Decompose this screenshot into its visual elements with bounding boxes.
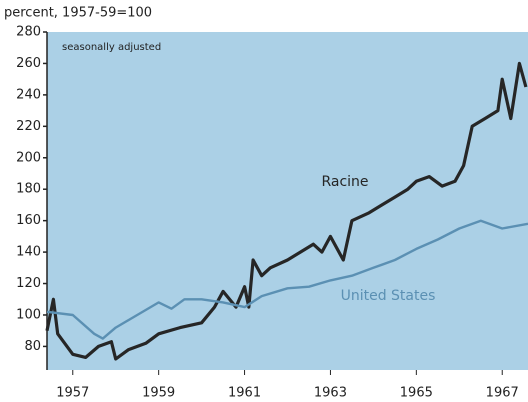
y-tick-label: 140 xyxy=(16,245,41,260)
y-tick-label: 180 xyxy=(16,182,41,197)
y-tick-label: 160 xyxy=(16,213,41,228)
y-tick-label: 240 xyxy=(16,87,41,102)
series-line xyxy=(45,61,528,361)
y-tick-label: 260 xyxy=(16,56,41,71)
x-tick-label: 1957 xyxy=(56,386,89,401)
x-tick-label: 1963 xyxy=(314,386,347,401)
x-tick-label: 1961 xyxy=(228,386,261,401)
y-tick-label: 100 xyxy=(16,307,41,322)
y-tick-label: 220 xyxy=(16,119,41,134)
plot-area xyxy=(47,32,528,370)
x-tick-label: 1959 xyxy=(142,386,175,401)
y-tick-label: 280 xyxy=(16,25,41,40)
x-tick-label: 1967 xyxy=(486,386,519,401)
subtitle: percent, 1957-59=100 xyxy=(4,6,152,21)
y-tick-label: 200 xyxy=(16,150,41,165)
y-tick-label: 80 xyxy=(24,339,41,354)
series-label: United States xyxy=(341,288,436,304)
y-tick-label: 120 xyxy=(16,276,41,291)
series-line xyxy=(46,219,528,340)
annotation: seasonally adjusted xyxy=(62,42,161,53)
x-tick-label: 1965 xyxy=(400,386,433,401)
series-label: Racine xyxy=(321,174,368,190)
